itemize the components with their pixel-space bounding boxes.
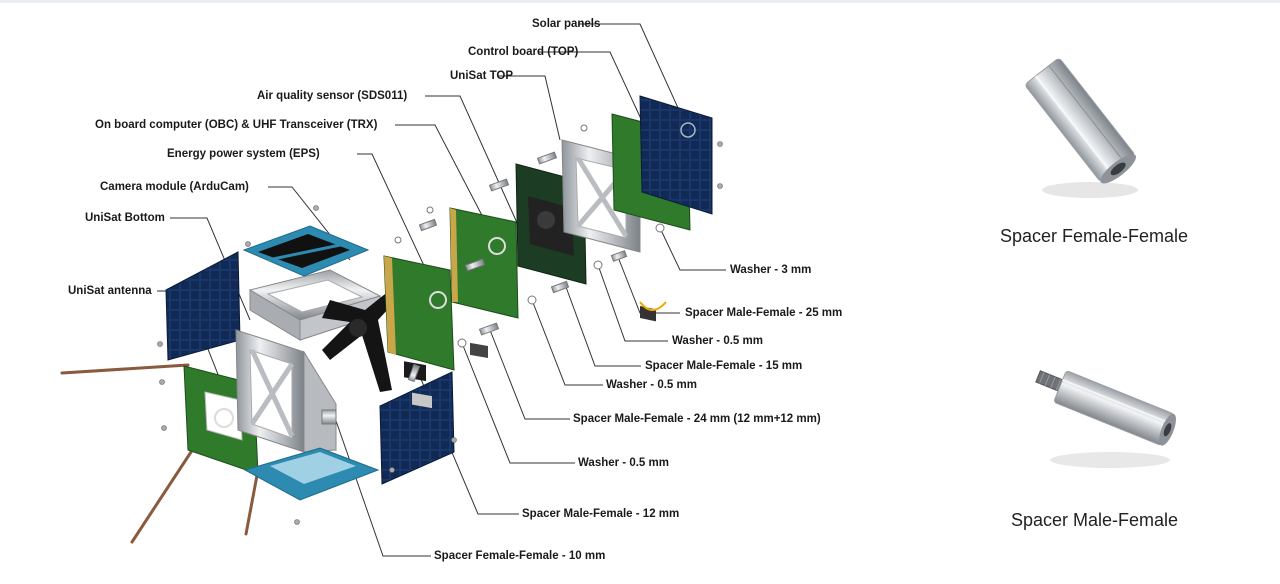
spacer-female-female-photo	[1025, 58, 1138, 198]
label-eps: Energy power system (EPS)	[167, 148, 320, 160]
screws	[157, 141, 723, 525]
label-spacer-ff-10: Spacer Female-Female - 10 mm	[434, 550, 606, 562]
base-plate	[243, 447, 380, 501]
camera-top-panel	[242, 225, 370, 277]
label-air-quality-sensor: Air quality sensor (SDS011)	[257, 90, 408, 102]
label-obc-trx: On board computer (OBC) & UHF Transceive…	[95, 119, 378, 131]
label-spacer-mf-25: Spacer Male-Female - 25 mm	[685, 307, 843, 319]
unisat-antenna-panel	[165, 251, 241, 361]
label-unisat-top: UniSat TOP	[450, 70, 514, 82]
label-spacer-mf-24: Spacer Male-Female - 24 mm (12 mm+12 mm)	[573, 413, 821, 425]
label-washer-05-c: Washer - 0.5 mm	[578, 457, 669, 469]
caption-spacer-male-female: Spacer Male-Female	[1011, 510, 1179, 530]
label-washer-05-b: Washer - 0.5 mm	[606, 379, 697, 391]
antenna-whips	[60, 363, 260, 544]
spacers-and-washers	[321, 124, 665, 425]
obc-trx-board	[449, 207, 519, 359]
label-spacer-mf-15: Spacer Male-Female - 15 mm	[645, 360, 803, 372]
camera-module	[322, 290, 400, 392]
label-control-board-top: Control board (TOP)	[468, 46, 579, 58]
label-camera-module: Camera module (ArduCam)	[100, 181, 249, 193]
accent-arc	[639, 301, 667, 311]
side-solar-panel	[379, 371, 455, 485]
label-spacer-mf-12: Spacer Male-Female - 12 mm	[522, 508, 680, 520]
leader-lines	[157, 23, 726, 557]
caption-spacer-female-female: Spacer Female-Female	[1000, 226, 1189, 246]
unisat-bottom-frame	[235, 329, 337, 453]
label-washer-05-a: Washer - 0.5 mm	[672, 335, 763, 347]
label-washer-3mm: Washer - 3 mm	[730, 264, 812, 276]
antenna-pcb	[183, 365, 259, 475]
solar-panel-top	[639, 95, 713, 215]
spacer-male-female-photo	[1035, 370, 1176, 468]
label-solar-panels: Solar panels	[532, 18, 601, 30]
label-unisat-antenna: UniSat antenna	[68, 285, 152, 297]
top-strip	[0, 0, 1280, 3]
label-unisat-bottom: UniSat Bottom	[85, 212, 165, 224]
